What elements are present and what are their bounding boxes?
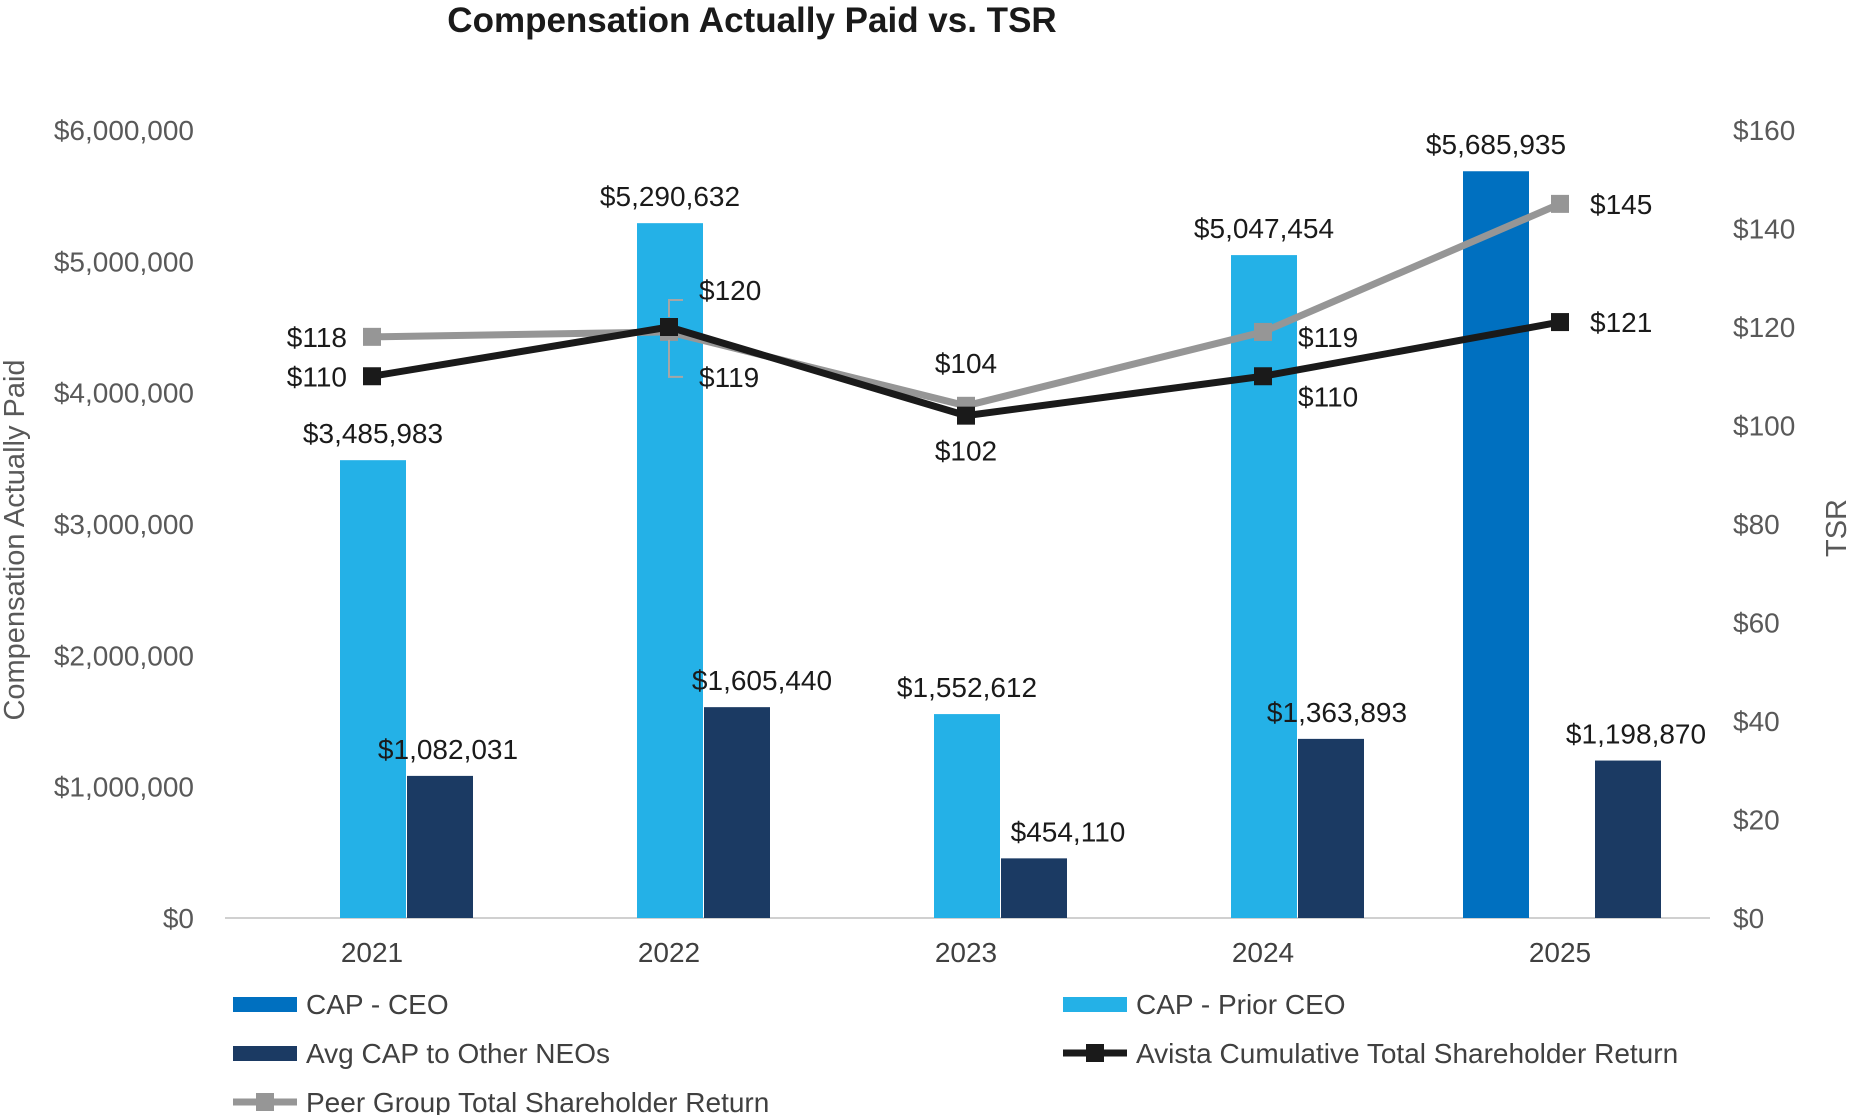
tsr-marker [957,406,975,425]
y-tick-right: $140 [1733,214,1795,245]
y-tick-right: $60 [1733,608,1780,639]
legend-swatch [233,1046,297,1061]
legend: CAP - CEO CAP - Prior CEO Avg CAP to Other… [233,989,1678,1115]
bar-data-label: $1,552,612 [897,672,1037,703]
legend-label: Avista Cumulative Total Shareholder Retu… [1136,1038,1678,1069]
legend-swatch [233,997,297,1012]
legend-label: CAP - Prior CEO [1136,989,1346,1020]
tsr-marker [363,327,381,346]
y-tick-left: $4,000,000 [54,378,194,409]
y-tick-left: $0 [163,903,194,934]
legend-label: Peer Group Total Shareholder Return [306,1087,769,1115]
bar-data-label: $1,605,440 [692,665,832,696]
label-leader-lines [668,299,683,378]
y-tick-left: $3,000,000 [54,509,194,540]
y-tick-left: $2,000,000 [54,640,194,671]
legend-swatch-marker [1086,1044,1104,1062]
chart-title: Compensation Actually Paid vs. TSR [447,1,1056,40]
tsr-data-label: $121 [1590,307,1652,338]
y-tick-left: $5,000,000 [54,246,194,277]
y-axis-title-left: Compensation Actually Paid [0,359,31,720]
bar [1463,171,1529,919]
bar-data-label: $1,363,893 [1267,697,1407,728]
y-tick-right: $80 [1733,509,1780,540]
y-tick-right: $20 [1733,805,1780,836]
tsr-data-label: $110 [1298,381,1358,412]
bar-data-label: $5,290,632 [600,181,740,212]
bar-data-label: $1,082,031 [378,734,518,765]
tsr-data-label: $119 [1298,322,1358,353]
y-axis-title-right: TSR [1821,499,1852,557]
leader-line [668,299,683,317]
bar [934,714,1000,918]
bar-data-label: $454,110 [1011,816,1126,847]
bars [340,171,1661,919]
bar [1001,858,1067,918]
bar [407,775,473,918]
x-tick-label: 2025 [1529,937,1591,968]
x-axis: 2021 2022 2023 2024 2025 [341,937,1591,968]
tsr-lines [363,194,1569,425]
tsr-data-label: $110 [287,361,347,392]
bar [340,460,406,918]
tsr-marker [660,318,678,336]
legend-swatch [1063,997,1127,1012]
bar-data-label: $5,685,935 [1426,129,1566,160]
tsr-marker [1551,313,1569,332]
x-tick-label: 2021 [341,937,403,968]
y-tick-right: $0 [1733,903,1764,934]
tsr-data-label: $102 [935,436,997,467]
y-tick-right: $160 [1733,115,1795,146]
y-axis-left: $0 $1,000,000 $2,000,000 $3,000,000 $4,000,0… [54,115,194,934]
bar [1231,255,1297,918]
x-tick-label: 2024 [1232,937,1294,968]
bar-data-label: $1,198,870 [1566,719,1706,750]
tsr-data-label: $118 [287,322,347,353]
x-tick-label: 2023 [935,937,997,968]
x-tick-label: 2022 [638,937,700,968]
tsr-marker [1551,194,1569,213]
leader-line [668,339,683,378]
y-tick-right: $120 [1733,312,1795,343]
tsr-marker [363,367,381,386]
legend-label: Avg CAP to Other NEOs [306,1038,610,1069]
tsr-data-label: $119 [699,362,759,393]
y-axis-right: $0 $20 $40 $60 $80 $100 $120 $140 $160 [1733,115,1795,934]
tsr-data-label: $145 [1590,189,1652,220]
tsr-data-label: $120 [699,275,761,306]
y-tick-right: $100 [1733,411,1795,442]
legend-swatch-marker [256,1093,274,1111]
y-tick-left: $1,000,000 [54,772,194,803]
bar [1595,760,1661,918]
bar-labels: $5,685,935 $3,485,983 $5,290,632 $1,552,612… [303,129,1706,847]
tsr-marker [1254,367,1272,386]
bar [704,707,770,918]
y-tick-right: $40 [1733,706,1780,737]
legend-label: CAP - CEO [306,989,449,1020]
bar-data-label: $5,047,454 [1194,213,1334,244]
y-tick-left: $6,000,000 [54,115,194,146]
bar-data-label: $3,485,983 [303,418,443,449]
line-labels: $110 $120 $102 $110 $121 $118 $119 $104 $119 $145 [287,189,1653,467]
bar [1298,738,1364,918]
tsr-marker [1254,322,1272,341]
tsr-data-label: $104 [935,348,997,379]
